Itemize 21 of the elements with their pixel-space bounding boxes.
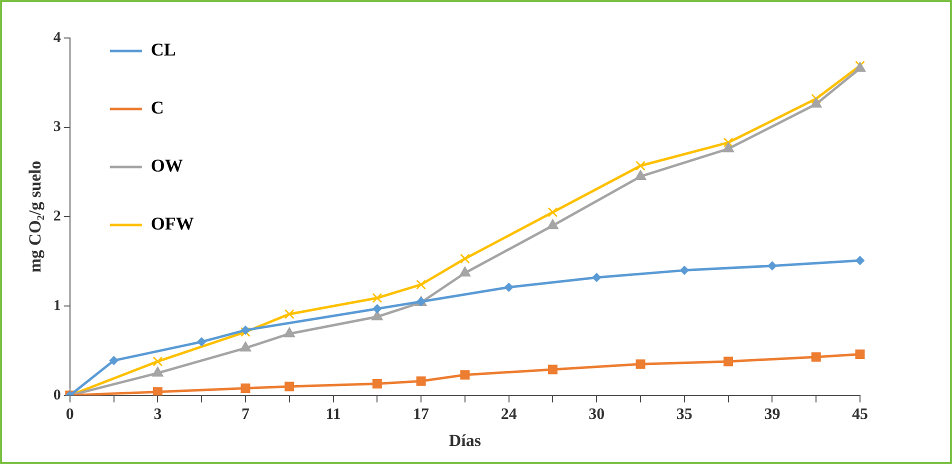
legend-label: CL	[150, 40, 176, 60]
x-tick-label: 3	[154, 406, 162, 424]
y-tick-label: 0	[53, 387, 61, 404]
legend-label: OFW	[150, 214, 194, 234]
legend-label: OW	[150, 156, 183, 176]
x-tick-label: 7	[241, 406, 250, 424]
x-tick-label: 0	[66, 406, 74, 424]
y-tick-label: 1	[53, 298, 61, 314]
x-tick-label: 35	[676, 406, 692, 424]
x-tick-label: 30	[588, 406, 605, 424]
x-tick-label: 17	[413, 406, 430, 424]
y-axis-title: mg CO₂/g suelo	[26, 160, 45, 273]
x-tick-label: 39	[764, 406, 780, 424]
x-tick-label: 11	[326, 406, 341, 424]
legend-label: C	[150, 98, 164, 118]
y-tick-label: 3	[53, 119, 61, 136]
y-tick-label: 4	[53, 30, 62, 46]
y-tick-label: 2	[53, 208, 61, 225]
x-tick-label: 24	[500, 406, 517, 424]
x-tick-label: 45	[852, 406, 868, 424]
x-axis-title: Días	[448, 431, 482, 450]
